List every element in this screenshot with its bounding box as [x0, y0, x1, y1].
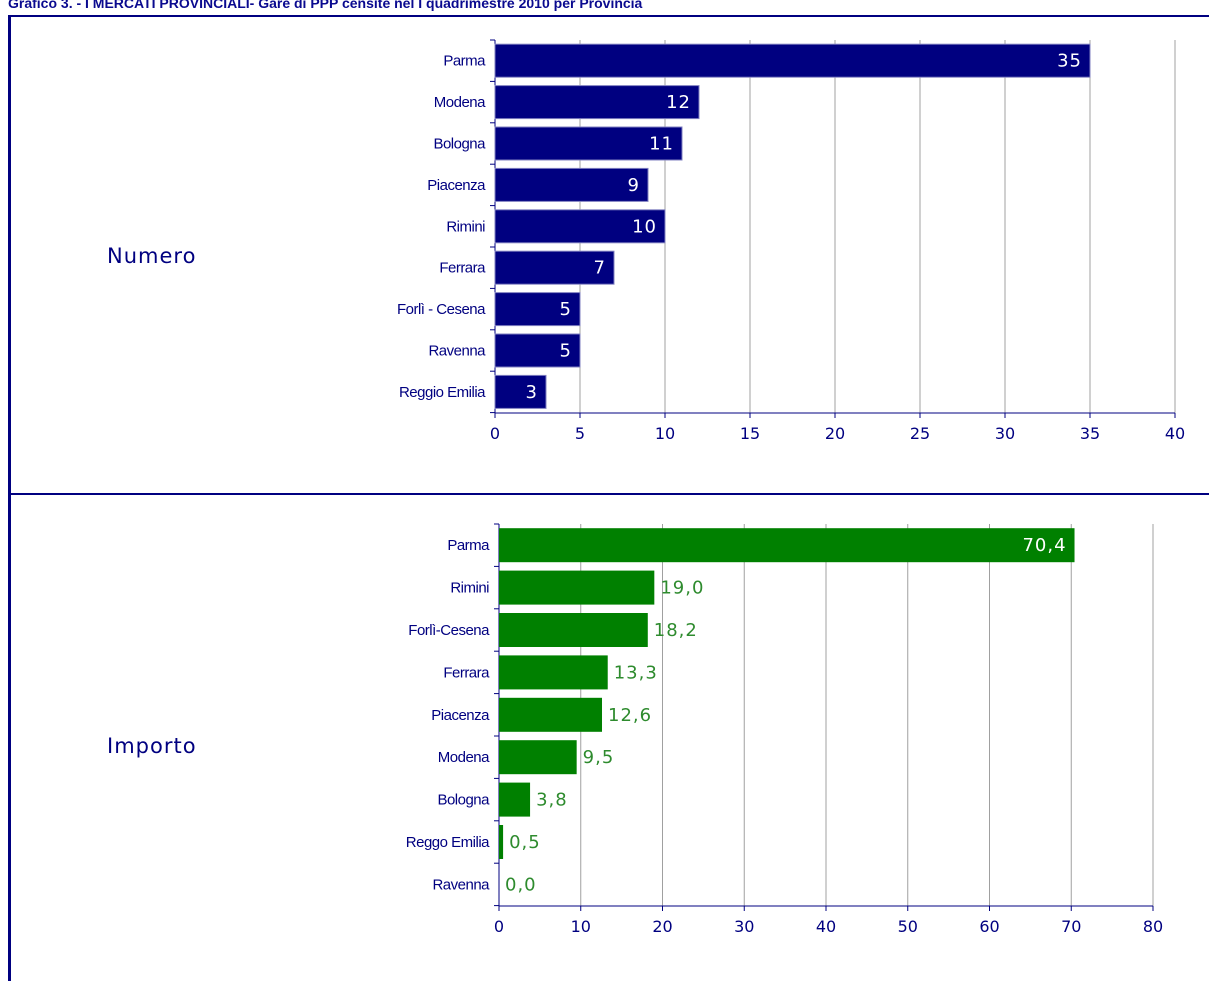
bar-rimini [499, 570, 655, 605]
x-tick-label: 25 [910, 424, 930, 443]
category-label: Piacenza [427, 177, 486, 194]
bar-forl-cesena [499, 613, 648, 647]
data-label: 0,5 [509, 832, 541, 853]
data-label: 5 [560, 341, 572, 362]
x-tick-label: 5 [575, 424, 585, 443]
x-tick-label: 80 [1143, 917, 1163, 936]
data-label: 13,3 [614, 662, 658, 683]
bar-modena [494, 85, 700, 120]
category-label: Ravenna [428, 343, 486, 360]
frame-panel-divider [8, 493, 1209, 495]
x-tick-label: 70 [1061, 917, 1081, 936]
bar-piacenza [494, 167, 649, 202]
bar-ravenna [494, 333, 581, 368]
bar-bologna [494, 126, 683, 161]
category-label: Piacenza [431, 707, 490, 724]
page-title: Grafico 3. - I MERCATI PROVINCIALI- Gare… [8, 0, 643, 11]
x-tick-label: 0 [494, 917, 504, 936]
frame-top-border [8, 15, 1209, 17]
category-label: Parma [443, 53, 486, 70]
data-label: 12,6 [608, 705, 652, 726]
category-label: Modena [438, 749, 490, 766]
x-tick-label: 35 [1080, 424, 1100, 443]
bar-rimini [494, 209, 666, 244]
category-label: Rimini [446, 218, 485, 235]
x-tick-label: 10 [655, 424, 675, 443]
data-label: 5 [560, 299, 572, 320]
data-label: 70,4 [1022, 535, 1066, 556]
category-label: Reggo Emilia [406, 834, 490, 851]
bar-ferrara [494, 250, 615, 285]
data-label: 3 [526, 382, 538, 403]
x-tick-label: 50 [898, 917, 918, 936]
bar-modena [499, 740, 577, 775]
x-tick-label: 20 [825, 424, 845, 443]
panel-label-numero: Numero [107, 244, 197, 268]
category-label: Parma [447, 537, 490, 554]
category-label: Modena [434, 94, 486, 111]
x-tick-label: 30 [734, 917, 754, 936]
x-tick-label: 15 [740, 424, 760, 443]
bar-parma [499, 528, 1075, 563]
category-label: Ravenna [432, 876, 490, 893]
x-tick-label: 40 [1165, 424, 1185, 443]
x-tick-label: 60 [979, 917, 999, 936]
bar-ferrara [499, 655, 608, 690]
bar-forl-cesena [494, 292, 581, 327]
x-tick-label: 30 [995, 424, 1015, 443]
x-tick-label: 0 [490, 424, 500, 443]
data-label: 0,0 [505, 874, 537, 895]
bar-parma [494, 43, 1091, 78]
category-label: Bologna [433, 136, 486, 153]
data-label: 9,5 [583, 747, 615, 768]
data-label: 3,8 [536, 790, 568, 811]
data-label: 12 [666, 92, 691, 113]
x-tick-label: 10 [571, 917, 591, 936]
data-label: 7 [594, 258, 606, 279]
category-label: Forlì-Cesena [408, 622, 490, 639]
category-label: Ferrara [439, 260, 486, 277]
data-label: 10 [632, 216, 657, 237]
x-tick-label: 40 [816, 917, 836, 936]
bar-bologna [499, 782, 531, 817]
panel-label-importo: Importo [107, 734, 197, 758]
bar-reggio-emilia [494, 374, 547, 409]
category-label: Rimini [450, 580, 489, 597]
data-label: 18,2 [654, 620, 698, 641]
data-label: 11 [649, 134, 674, 155]
category-label: Reggio Emilia [399, 384, 486, 401]
x-tick-label: 20 [652, 917, 672, 936]
data-label: 19,0 [660, 578, 704, 599]
bar-piacenza [499, 697, 603, 732]
frame-left-border [8, 15, 11, 981]
bar-reggo-emilia [499, 825, 504, 859]
data-label: 9 [628, 175, 640, 196]
category-label: Forlì - Cesena [397, 301, 486, 318]
data-label: 35 [1057, 51, 1082, 72]
category-label: Bologna [437, 792, 490, 809]
category-label: Ferrara [443, 664, 490, 681]
